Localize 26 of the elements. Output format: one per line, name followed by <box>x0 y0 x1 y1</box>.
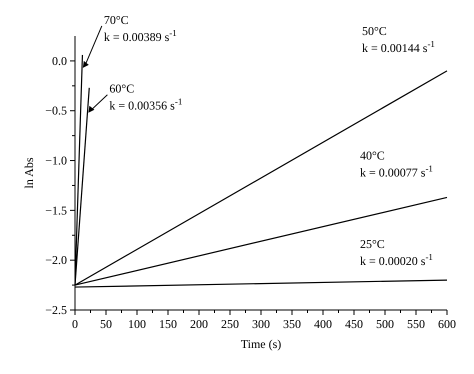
x-tick-label: 400 <box>314 317 332 331</box>
x-tick-label: 250 <box>221 317 239 331</box>
annotation: 50°C k = 0.00144 s$^{-1}$ <box>362 24 435 55</box>
x-tick-label: 600 <box>438 317 456 331</box>
x-tick-label: 100 <box>128 317 146 331</box>
x-tick-label: 150 <box>159 317 177 331</box>
x-tick-label: 550 <box>407 317 425 331</box>
y-tick-label: −2.5 <box>45 303 67 317</box>
y-tick-label: −1.0 <box>45 154 67 168</box>
x-tick-label: 50 <box>100 317 112 331</box>
annotation: 70°C k = 0.00389 s$^{-1}$ <box>104 12 177 44</box>
annotation: 40°C k = 0.00077 s$^{-1}$ <box>360 148 433 180</box>
x-tick-label: 350 <box>283 317 301 331</box>
annotation: 60°C k = 0.00356 s$^{-1}$ <box>109 82 182 113</box>
y-tick-label: −1.5 <box>45 203 67 218</box>
annotation: 25°C k = 0.00020 s$^{-1}$ <box>360 237 433 268</box>
y-tick-label: −2.0 <box>45 253 67 268</box>
x-tick-label: 200 <box>190 317 208 331</box>
x-tick-label: 0 <box>72 317 78 331</box>
x-tick-label: 500 <box>376 317 394 331</box>
x-tick-label: 450 <box>345 317 363 331</box>
x-tick-label: 300 <box>252 317 270 331</box>
y-tick-label: 0.0 <box>52 54 67 68</box>
y-axis-title: ln Abs <box>22 157 36 189</box>
x-axis-title: Time (s) <box>240 337 282 351</box>
y-tick-label: −0.5 <box>45 104 67 118</box>
